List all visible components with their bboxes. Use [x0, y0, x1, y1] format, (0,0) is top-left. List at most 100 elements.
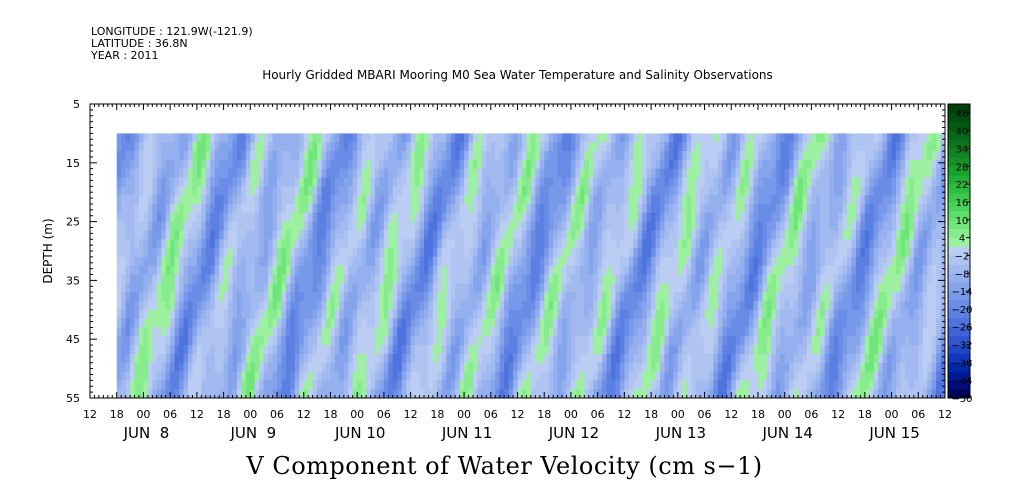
heatmap-cell [147, 239, 153, 249]
heatmap-cell [713, 177, 719, 187]
heatmap-cell [744, 221, 750, 231]
heatmap-cell [842, 248, 848, 258]
heatmap-cell [472, 159, 478, 170]
heatmap-cell [717, 168, 723, 178]
heatmap-cell [619, 133, 625, 143]
heatmap-cell [170, 318, 176, 328]
heatmap-cell [125, 248, 131, 258]
heatmap-cell [798, 292, 803, 302]
heatmap-cell [548, 248, 554, 258]
heatmap-cell [490, 362, 496, 372]
heatmap-cell [762, 248, 768, 258]
heatmap-cell [655, 353, 661, 364]
heatmap-cell [245, 248, 251, 258]
heatmap-cell [285, 203, 291, 214]
heatmap-cell [366, 142, 371, 152]
heatmap-cell [397, 389, 403, 399]
heatmap-cell [615, 327, 621, 337]
heatmap-cell [646, 221, 652, 231]
heatmap-cell [700, 195, 705, 205]
heatmap-cell [771, 389, 777, 399]
heatmap-cell [655, 362, 661, 372]
heatmap-cell [250, 345, 256, 355]
heatmap-cell [423, 265, 429, 275]
heatmap-cell [847, 159, 852, 170]
heatmap-cell [263, 151, 269, 161]
heatmap-cell [811, 256, 817, 267]
heatmap-cell [339, 256, 345, 267]
heatmap-cell [726, 195, 732, 205]
heatmap-cell [130, 159, 135, 170]
heatmap-cell [579, 309, 585, 320]
heatmap-cell [268, 133, 273, 143]
heatmap-cell [392, 362, 398, 372]
heatmap-cell [321, 362, 327, 372]
heatmap-cell [455, 336, 461, 346]
heatmap-cell [829, 133, 835, 143]
heatmap-cell [134, 389, 140, 399]
heatmap-cell [196, 345, 202, 355]
heatmap-cell [575, 151, 581, 161]
heatmap-cell [165, 309, 171, 320]
heatmap-cell [824, 133, 830, 143]
heatmap-cell [161, 221, 167, 231]
heatmap-cell [459, 239, 465, 249]
heatmap-cell [441, 309, 447, 320]
heatmap-cell [757, 362, 763, 372]
heatmap-cell [410, 336, 416, 346]
heatmap-cell [677, 239, 683, 249]
heatmap-cell [655, 168, 661, 178]
heatmap-cell [339, 230, 345, 240]
heatmap-cell [829, 318, 835, 328]
heatmap-cell [731, 159, 737, 170]
heatmap-cell [673, 389, 679, 399]
heatmap-cell [277, 212, 282, 222]
heatmap-cell [517, 389, 523, 399]
heatmap-cell [495, 186, 501, 196]
heatmap-cell [806, 283, 812, 293]
heatmap-cell [219, 195, 224, 205]
heatmap-cell [740, 239, 746, 249]
heatmap-cell [544, 177, 550, 187]
heatmap-cell [121, 230, 127, 240]
heatmap-cell [731, 133, 737, 143]
heatmap-cell [624, 221, 630, 231]
heatmap-cell [553, 300, 558, 311]
heatmap-cell [281, 309, 287, 320]
heatmap-cell [530, 221, 536, 231]
heatmap-cell [517, 142, 523, 152]
heatmap-cell [753, 168, 759, 178]
heatmap-cell [847, 300, 852, 311]
heatmap-cell [156, 239, 162, 249]
heatmap-cell [775, 221, 781, 231]
heatmap-cell [441, 248, 447, 258]
heatmap-cell [121, 239, 127, 249]
heatmap-cell [370, 212, 376, 222]
heatmap-cell [187, 248, 193, 258]
heatmap-cell [361, 186, 367, 196]
heatmap-cell [855, 151, 861, 161]
heatmap-cell [753, 151, 759, 161]
heatmap-cell [557, 133, 563, 143]
heatmap-cell [602, 203, 607, 214]
heatmap-cell [455, 345, 461, 355]
heatmap-cell [811, 203, 817, 214]
heatmap-cell [192, 230, 198, 240]
heatmap-cell [366, 292, 371, 302]
heatmap-cell [548, 292, 554, 302]
heatmap-cell [116, 380, 122, 390]
heatmap-cell [423, 283, 429, 293]
heatmap-cell [557, 362, 563, 372]
heatmap-cell [130, 212, 135, 222]
heatmap-cell [847, 195, 852, 205]
heatmap-cell [383, 292, 389, 302]
heatmap-cell [820, 380, 826, 390]
heatmap-cell [593, 265, 599, 275]
heatmap-cell [655, 248, 661, 258]
heatmap-cell [326, 336, 331, 346]
heatmap-cell [339, 239, 345, 249]
heatmap-cell [508, 186, 514, 196]
heatmap-cell [735, 195, 741, 205]
heatmap-cell [495, 133, 501, 143]
heatmap-cell [472, 345, 478, 355]
